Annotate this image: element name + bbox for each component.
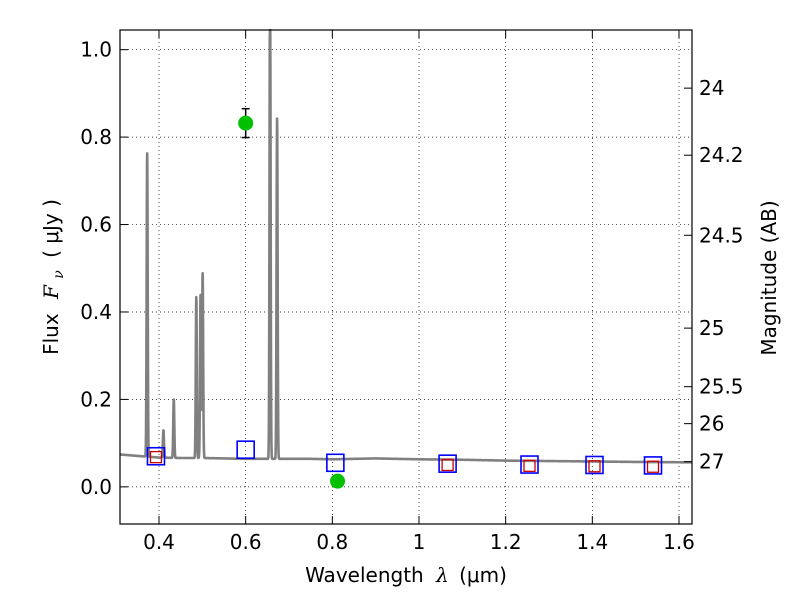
model-photometry-square-5: [585, 455, 604, 475]
mag-tick-label-5: 26: [699, 412, 724, 436]
marker-layer: [146, 107, 663, 489]
y-tick-label-4: 0.8: [80, 125, 112, 149]
y2-axis-label: Magnitude (AB): [757, 200, 781, 355]
mag-tick-label-6: 27: [699, 450, 724, 474]
observed-photometry-square-3: [588, 460, 601, 473]
y-tick-label-1: 0.2: [80, 387, 112, 411]
tick-layer: 0.4 0.6 0.8 1 1.2 1.4 1.6 0.0 0.2 0.4 0.6 0.8 1.0 24 2…: [80, 30, 744, 554]
x-tick-label-6: 1.6: [663, 530, 695, 554]
y-axis-label-symbol: F: [39, 284, 63, 300]
mag-tick-label-4: 25.5: [699, 375, 744, 399]
observed-photometry-square-1: [441, 458, 454, 472]
y-tick-label-2: 0.4: [80, 300, 112, 324]
spectrum-line: [118, 28, 694, 464]
y-axis-label-unit: ( μJy ): [39, 199, 63, 258]
mag-tick-label-2: 24.5: [699, 223, 744, 247]
y-tick-label-5: 1.0: [80, 38, 112, 62]
spectrum-layer: [118, 28, 694, 464]
model-photometry-square-0: [146, 446, 166, 466]
mag-tick-label-1: 24.2: [699, 143, 744, 167]
x-axis-label-symbol: λ: [435, 563, 449, 587]
y-axis-label-subscript: ν: [51, 270, 67, 279]
y-axis-label-prefix: Flux: [39, 313, 63, 355]
plot-frame: [119, 29, 693, 525]
y-tick-label-0: 0.0: [80, 475, 112, 499]
observed-photometry-square-0: [149, 450, 163, 464]
observed-photometry-square-2: [523, 459, 536, 473]
detection-point-1: [330, 473, 346, 489]
observed-photometry-square-4: [646, 460, 660, 473]
x-tick-label-3: 1: [413, 530, 426, 554]
x-tick-label-4: 1.2: [490, 530, 522, 554]
mag-tick-label-3: 25: [699, 316, 724, 340]
x-axis-label: Wavelength λ (μm): [305, 563, 507, 587]
x-tick-label-1: 0.6: [230, 530, 262, 554]
x-axis-label-unit: (μm): [459, 563, 507, 587]
x-tick-label-2: 0.8: [316, 530, 348, 554]
model-photometry-square-4: [520, 455, 539, 474]
model-photometry-square-3: [438, 454, 457, 473]
y-axis-label: Flux F ν ( μJy ): [39, 199, 68, 355]
x-tick-label-5: 1.4: [576, 530, 608, 554]
grid: [120, 30, 692, 524]
x-axis-label-prefix: Wavelength: [305, 563, 424, 587]
model-photometry-square-6: [643, 456, 663, 475]
detection-point-0: [238, 115, 254, 131]
mag-tick-label-0: 24: [699, 76, 724, 100]
x-tick-label-0: 0.4: [143, 530, 175, 554]
model-photometry-square-1: [236, 440, 255, 459]
y-tick-label-3: 0.6: [80, 213, 112, 237]
model-photometry-square-2: [326, 453, 345, 473]
